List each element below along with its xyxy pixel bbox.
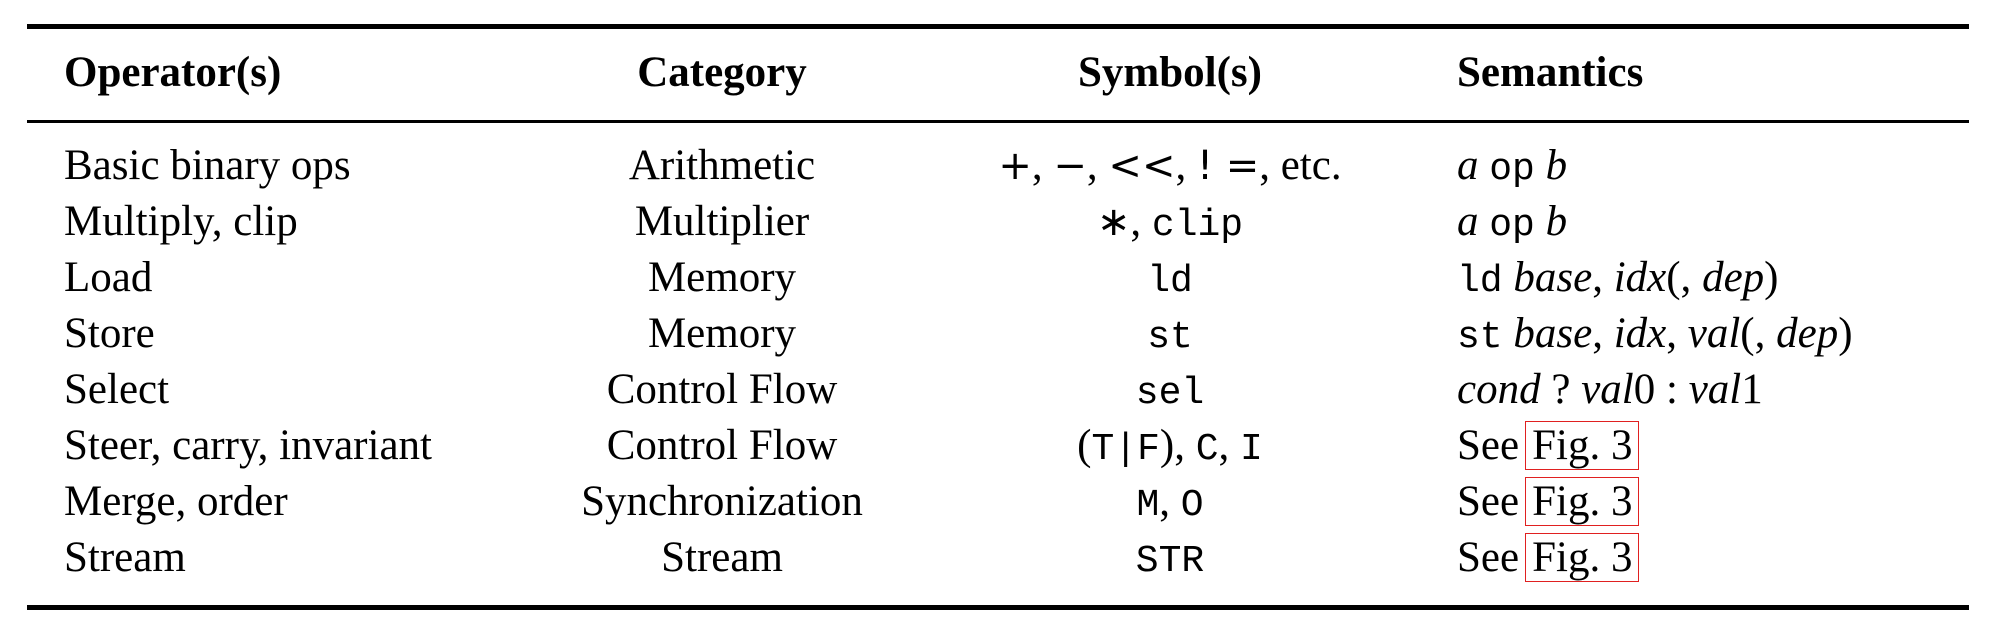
operator-cell: Multiply, clip [64, 198, 298, 245]
semantic-var-dep: dep [1776, 310, 1839, 357]
semantic-var-cond: cond [1457, 366, 1541, 413]
symbol-c: C [1195, 428, 1219, 471]
symbol-etc: etc. [1280, 142, 1342, 189]
semantics-cell: ld base, idx(, dep) [1457, 254, 1779, 303]
symbol-minus: − [1053, 143, 1087, 189]
category-cell: Memory [647, 310, 797, 357]
symbol-st: st [1147, 316, 1193, 359]
symbol-i: I [1240, 428, 1263, 471]
semantic-see: See [1457, 534, 1520, 581]
header-category: Category [637, 49, 807, 96]
category-cell: Control Flow [606, 422, 838, 469]
operator-cell: Stream [64, 534, 186, 581]
symbol-str: STR [1135, 540, 1205, 583]
category-cell: Arithmetic [628, 142, 816, 189]
category-cell: Multiplier [634, 198, 810, 245]
category-cell: Memory [647, 254, 797, 301]
semantics-cell: st base, idx, val(, dep) [1457, 310, 1853, 359]
semantic-see: See [1457, 422, 1520, 469]
category-cell: Stream [661, 534, 783, 581]
semantic-op: ld [1457, 260, 1503, 303]
semantic-var-b: b [1545, 142, 1568, 189]
symbols-cell: ld [1147, 250, 1193, 310]
semantic-digit-zero: 0 [1633, 366, 1656, 413]
operator-cell: Basic binary ops [64, 142, 351, 189]
symbol-o: O [1180, 484, 1204, 527]
semantic-op: st [1457, 316, 1503, 359]
operator-cell: Steer, carry, invariant [64, 422, 432, 469]
symbols-cell: (T|F), C, I [1077, 422, 1263, 471]
symbol-shift-left: << [1108, 143, 1176, 189]
symbol-plus: + [998, 143, 1032, 189]
header-semantics: Semantics [1457, 49, 1644, 96]
semantics-cell: a op b [1457, 194, 1567, 254]
semantic-var-base: base [1513, 254, 1593, 301]
semantic-var-dep: dep [1702, 254, 1765, 301]
category-cell: Control Flow [606, 366, 838, 413]
semantic-digit-one: 1 [1741, 366, 1763, 413]
operator-cell: Load [64, 254, 153, 301]
operator-cell: Store [64, 310, 155, 357]
operator-cell: Merge, order [64, 478, 288, 525]
symbols-cell: st [1147, 306, 1193, 366]
semantic-var-val: val [1687, 310, 1741, 357]
semantic-var-idx: idx [1613, 310, 1667, 357]
symbol-multiply: ∗ [1096, 199, 1131, 245]
header-operators: Operator(s) [64, 49, 282, 96]
semantic-var-val: val [1581, 366, 1634, 413]
semantic-op: op [1489, 204, 1535, 247]
symbols-cell: +, −, <<, ! =, etc. [998, 142, 1342, 189]
semantic-var-a: a [1457, 198, 1479, 245]
figure-reference-link[interactable]: Fig. 3 [1525, 477, 1640, 526]
figure-reference-link[interactable]: Fig. 3 [1525, 533, 1640, 582]
semantic-see: See [1457, 478, 1520, 525]
top-rule [27, 24, 1969, 29]
symbol-m: M [1136, 484, 1160, 527]
header-symbols: Symbol(s) [1078, 49, 1262, 96]
semantics-cell: See Fig. 3 [1457, 418, 1640, 474]
symbol-clip: clip [1151, 204, 1244, 247]
semantic-var-val: val [1688, 366, 1742, 413]
symbols-cell: STR [1136, 530, 1204, 590]
symbol-t: T [1091, 428, 1115, 471]
operator-cell: Select [64, 366, 170, 413]
header-rule [27, 120, 1969, 123]
symbols-cell: M, O [1136, 478, 1204, 527]
semantic-var-b: b [1545, 198, 1568, 245]
semantic-var-idx: idx [1613, 254, 1667, 301]
symbol-not-equal: ! = [1196, 143, 1260, 189]
symbols-cell: ∗, clip [1096, 198, 1244, 247]
semantics-cell: a op b [1457, 138, 1567, 198]
semantic-var-a: a [1457, 142, 1479, 189]
category-cell: Synchronization [581, 478, 863, 525]
semantics-cell: cond ? val0 : val1 [1457, 366, 1763, 413]
semantic-var-base: base [1513, 310, 1593, 357]
symbols-cell: sel [1136, 362, 1204, 422]
bottom-rule [27, 605, 1969, 610]
semantics-cell: See Fig. 3 [1457, 530, 1640, 586]
semantic-op: op [1489, 148, 1535, 191]
symbol-f: F [1137, 428, 1160, 471]
symbol-bar: | [1114, 428, 1138, 471]
symbol-ld: ld [1147, 260, 1193, 303]
symbol-sel: sel [1135, 372, 1205, 415]
semantics-cell: See Fig. 3 [1457, 474, 1640, 530]
figure-reference-link[interactable]: Fig. 3 [1525, 421, 1640, 470]
